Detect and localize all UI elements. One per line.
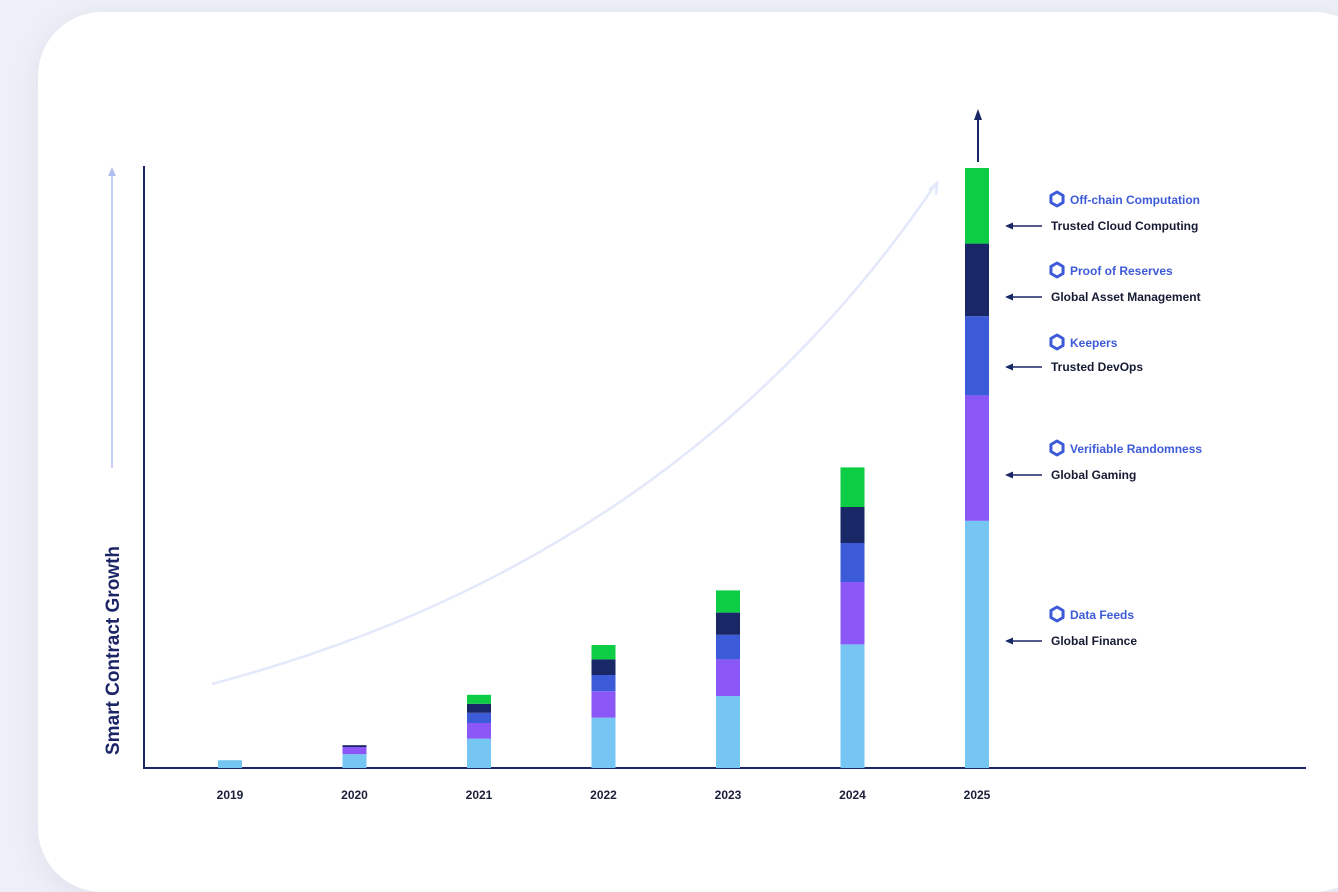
legend-item-off-chain-computation: Off-chain Computation Trusted Cloud Compu… (1005, 190, 1200, 233)
bar-segment-2024-data-feeds (840, 644, 865, 768)
bar-segment-2025-off-chain-computation (965, 168, 989, 244)
bar-segment-2020-proof-of-reserves (342, 745, 367, 747)
legend-pointer-arrowhead (1005, 363, 1013, 371)
bar-segment-2023-keepers (716, 634, 740, 660)
y-axis-growth-arrowhead (108, 167, 116, 176)
bar-segment-2019-data-feeds (218, 760, 242, 768)
growth-curve-arrowhead (928, 180, 939, 196)
legend-use-case-label: Global Finance (1051, 634, 1137, 648)
bars-group (218, 168, 989, 768)
bar-segment-2022-proof-of-reserves (591, 659, 616, 675)
x-tick-label-2025: 2025 (964, 788, 991, 802)
bar-segment-2022-verifiable-randomness (591, 691, 616, 718)
bar-segment-2021-verifiable-randomness (467, 723, 491, 739)
bar-segment-2023-off-chain-computation (716, 590, 740, 613)
legend-product-label: Keepers (1070, 336, 1118, 350)
x-tick-label-2019: 2019 (217, 788, 244, 802)
legend-item-keepers: Keepers Trusted DevOps (1005, 333, 1143, 374)
bar-segment-2022-off-chain-computation (591, 645, 616, 660)
legend-product-label: Proof of Reserves (1070, 264, 1173, 278)
legend-pointer-arrowhead (1005, 293, 1013, 301)
legend-pointer-arrowhead (1005, 222, 1013, 230)
legend-pointer-arrowhead (1005, 471, 1013, 479)
smart-contract-growth-chart: Smart Contract Growth 2019 2020 2021 2022 20… (103, 109, 1306, 802)
hexagon-icon (1049, 261, 1065, 279)
hexagon-icon (1049, 605, 1065, 623)
legend-item-data-feeds: Data Feeds Global Finance (1005, 605, 1137, 648)
bar-segment-2024-proof-of-reserves (840, 507, 865, 543)
legend-use-case-label: Trusted Cloud Computing (1051, 219, 1198, 233)
legend-use-case-label: Global Gaming (1051, 468, 1136, 482)
legend-product-label: Off-chain Computation (1070, 193, 1200, 207)
growth-curve (211, 184, 937, 686)
bar-segment-2022-keepers (591, 675, 616, 692)
bar-segment-2025-data-feeds (965, 520, 989, 768)
bar-segment-2023-verifiable-randomness (716, 659, 740, 696)
y-axis-title: Smart Contract Growth (103, 546, 124, 755)
bar-segment-2022-data-feeds (591, 717, 616, 768)
bar-segment-2021-keepers (467, 712, 491, 723)
hexagon-icon (1049, 439, 1065, 457)
x-tick-label-2023: 2023 (715, 788, 742, 802)
bar-segment-2024-keepers (840, 543, 865, 582)
legend-item-verifiable-randomness: Verifiable Randomness Global Gaming (1005, 439, 1202, 482)
bar-segment-2025-proof-of-reserves (965, 243, 989, 317)
legend-product-label: Data Feeds (1070, 608, 1134, 622)
x-tick-label-2022: 2022 (590, 788, 617, 802)
legend-item-proof-of-reserves: Proof of Reserves Global Asset Management (1005, 261, 1201, 304)
bar-segment-2020-verifiable-randomness (342, 747, 367, 755)
legend-use-case-label: Global Asset Management (1051, 290, 1201, 304)
legend-use-case-label: Trusted DevOps (1051, 360, 1143, 374)
bar-segment-2025-verifiable-randomness (965, 395, 989, 521)
legend-pointer-arrowhead (1005, 637, 1013, 645)
bar-segment-2021-proof-of-reserves (467, 703, 491, 713)
x-tick-labels: 2019 2020 2021 2022 2023 2024 2025 (217, 788, 991, 802)
hexagon-icon (1049, 333, 1065, 351)
bar-segment-2021-off-chain-computation (467, 694, 491, 704)
x-tick-label-2024: 2024 (839, 788, 866, 802)
bar-segment-2023-data-feeds (716, 696, 740, 768)
bar-segment-2024-verifiable-randomness (840, 582, 865, 645)
bar-segment-2023-proof-of-reserves (716, 612, 740, 635)
x-tick-label-2020: 2020 (341, 788, 368, 802)
continued-growth-arrowhead (974, 109, 982, 120)
bar-segment-2020-data-feeds (342, 754, 367, 768)
bar-segment-2025-keepers (965, 316, 989, 396)
bar-segment-2021-data-feeds (467, 738, 491, 768)
legend-product-label: Verifiable Randomness (1070, 442, 1202, 456)
legend: Off-chain Computation Trusted Cloud Compu… (1005, 190, 1202, 648)
x-tick-label-2021: 2021 (466, 788, 493, 802)
hexagon-icon (1049, 190, 1065, 208)
bar-segment-2024-off-chain-computation (840, 467, 865, 507)
